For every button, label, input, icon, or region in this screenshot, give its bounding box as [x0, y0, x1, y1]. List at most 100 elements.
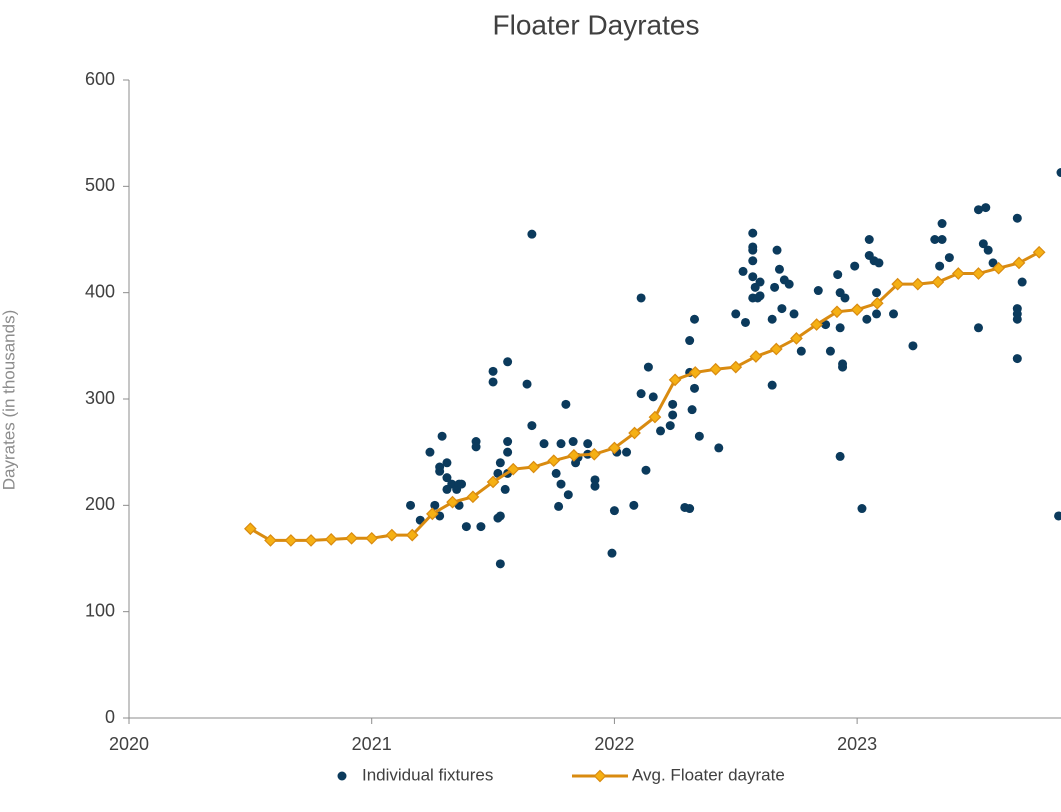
- line-marker: [608, 441, 621, 455]
- line-marker: [830, 305, 844, 319]
- line-marker: [951, 267, 965, 280]
- avg-line: [249, 250, 1040, 542]
- line-marker: [264, 534, 277, 547]
- scatter-point: [825, 346, 835, 356]
- scatter-point: [457, 479, 467, 489]
- scatter-point: [838, 359, 848, 369]
- scatter-point: [748, 245, 758, 255]
- line-marker: [466, 490, 480, 504]
- scatter-point: [636, 389, 646, 399]
- line-marker: [1012, 256, 1026, 270]
- scatter-point: [864, 235, 874, 244]
- scatter-point: [500, 484, 510, 494]
- scatter-point: [714, 443, 724, 453]
- scatter-point: [937, 235, 947, 244]
- scatter-point: [840, 293, 850, 303]
- scatter-point: [641, 465, 651, 475]
- y-tick-label: 0: [105, 707, 115, 727]
- line-marker: [749, 350, 763, 363]
- scatter-point: [668, 410, 678, 420]
- line-marker: [345, 531, 358, 545]
- scatter-point: [1017, 277, 1027, 287]
- scatter-point: [835, 451, 845, 461]
- scatter-point: [629, 500, 639, 510]
- chart-title: Floater Dayrates: [493, 9, 700, 40]
- line-marker: [527, 460, 540, 474]
- scatter-point: [772, 245, 782, 255]
- line-marker: [709, 362, 722, 376]
- line-marker: [244, 522, 257, 536]
- line-marker: [446, 495, 459, 509]
- line-marker: [324, 533, 338, 546]
- y-tick-label: 100: [85, 600, 115, 620]
- y-tick-label: 600: [85, 69, 115, 89]
- scatter-point: [690, 314, 700, 324]
- scatter-point: [687, 405, 697, 415]
- scatter-point: [767, 380, 777, 390]
- scatter-point: [889, 309, 899, 319]
- scatter-point: [495, 511, 505, 521]
- line-marker: [870, 296, 884, 310]
- line-marker: [688, 366, 702, 379]
- scatter-point: [1056, 168, 1061, 178]
- scatter-point: [908, 341, 918, 351]
- legend-marker: [337, 771, 347, 781]
- scatter-point: [874, 258, 884, 268]
- scatter-point: [821, 320, 831, 330]
- line-marker: [668, 373, 682, 387]
- scatter-point: [425, 447, 435, 457]
- scatter-point: [755, 277, 765, 287]
- scatter-point: [665, 421, 675, 431]
- scatter-point: [495, 458, 505, 468]
- x-tick-label: 2023: [837, 734, 877, 754]
- scatter-point: [833, 270, 843, 280]
- scatter-point: [930, 235, 940, 244]
- line-marker: [426, 507, 439, 521]
- scatter-point: [748, 228, 758, 238]
- line-marker: [972, 267, 985, 280]
- scatter-point: [590, 475, 600, 485]
- scatter-point: [539, 439, 549, 449]
- scatter-point: [988, 258, 998, 268]
- line-marker: [850, 303, 864, 317]
- scatter-point: [748, 272, 758, 282]
- scatter-point: [973, 205, 983, 215]
- scatter-point: [685, 504, 695, 514]
- scatter-point: [694, 431, 704, 441]
- line-marker: [304, 534, 318, 547]
- x-tick-label: 2020: [109, 734, 149, 754]
- line-marker: [284, 534, 298, 547]
- scatter-point: [476, 522, 486, 532]
- scatter-point: [777, 304, 787, 314]
- scatter-point: [872, 309, 882, 319]
- line-marker: [567, 449, 581, 462]
- scatter-point: [406, 500, 416, 510]
- scatter-point: [563, 490, 573, 500]
- scatter-point: [556, 479, 566, 489]
- scatter-point: [738, 266, 748, 276]
- scatter-point: [740, 317, 750, 327]
- scatter-point: [1012, 354, 1022, 364]
- scatter-point: [442, 473, 452, 483]
- scatter-point: [437, 431, 447, 441]
- line-marker: [405, 528, 419, 542]
- line-marker: [729, 360, 743, 374]
- scatter-point: [774, 264, 784, 274]
- scatter-point: [784, 279, 794, 289]
- line-marker: [648, 410, 662, 424]
- legend-marker: [593, 769, 607, 783]
- scatter-point: [937, 219, 947, 229]
- scatter-point: [835, 323, 845, 333]
- line-marker: [1032, 245, 1046, 259]
- scatter-point: [690, 383, 700, 393]
- line-marker: [385, 528, 399, 542]
- scatter-point: [813, 286, 823, 296]
- scatter-point: [770, 282, 780, 292]
- line-marker: [486, 475, 500, 489]
- line-marker: [628, 426, 641, 440]
- y-tick-label: 300: [85, 388, 115, 408]
- line-marker: [911, 277, 925, 291]
- scatter-point: [981, 203, 991, 213]
- line-marker: [587, 447, 601, 461]
- x-tick-label: 2021: [352, 734, 392, 754]
